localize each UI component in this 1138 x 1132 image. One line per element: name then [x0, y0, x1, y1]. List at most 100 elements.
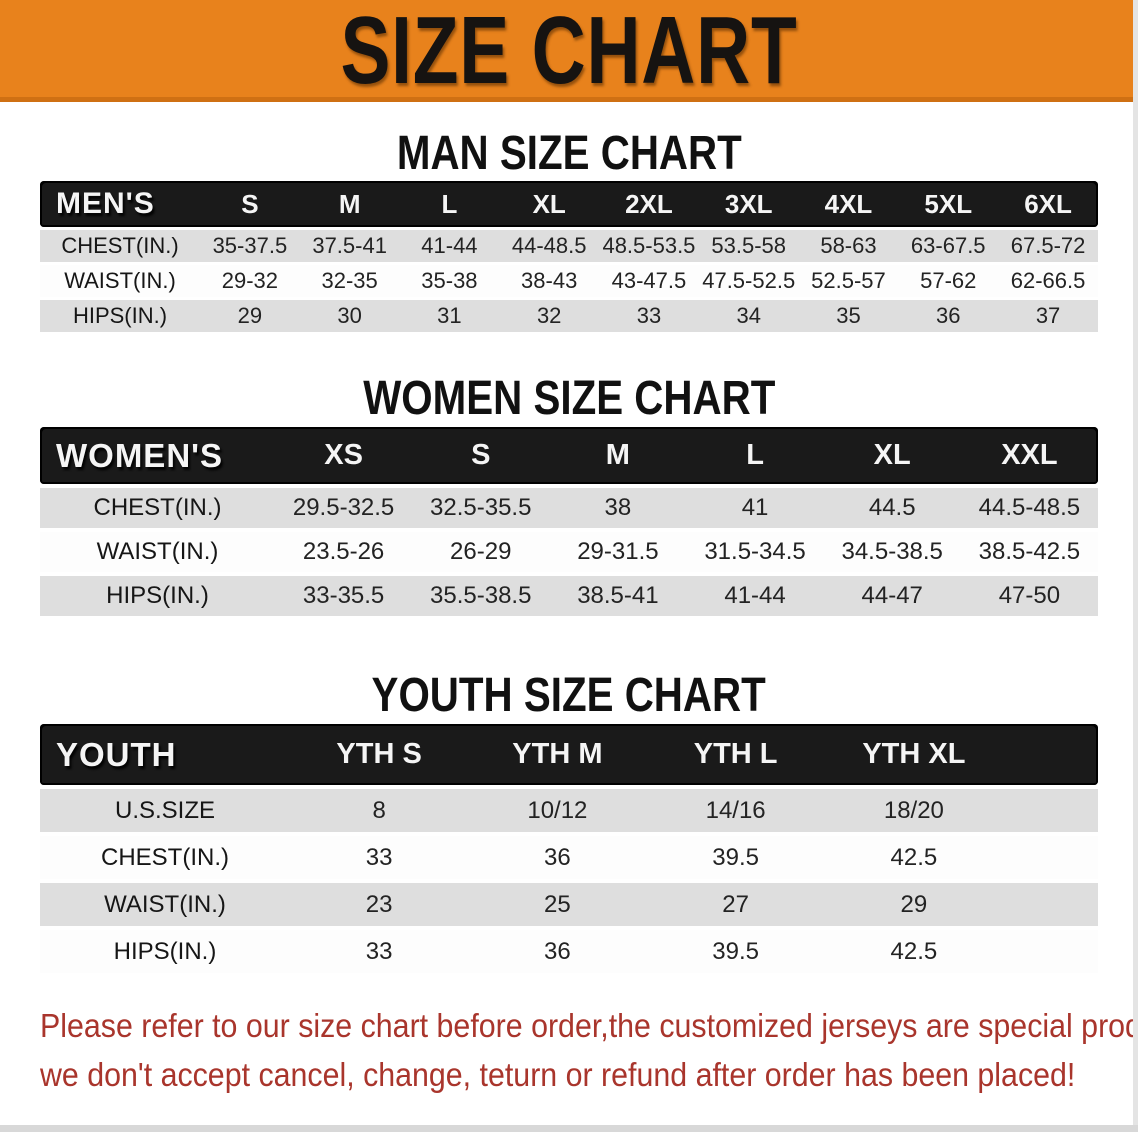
value-cell: 23 [290, 883, 469, 926]
row-label: WAIST(IN.) [40, 883, 290, 926]
value-cell: 41-44 [686, 576, 824, 616]
men-section-title-text: MAN SIZE CHART [396, 127, 742, 180]
table-row: HIPS(IN.) 29 30 31 32 33 34 35 36 37 [40, 300, 1098, 332]
group-label: MEN'S [40, 181, 200, 227]
banner: SIZE CHART [0, 0, 1138, 102]
value-cell: 38.5-42.5 [960, 532, 1098, 572]
spacer-cell [1003, 836, 1098, 879]
youth-section-title-text: YOUTH SIZE CHART [371, 669, 767, 722]
page-title: SIZE CHART [276, 3, 862, 99]
value-cell: 32-35 [299, 265, 400, 297]
value-cell: 30 [299, 300, 400, 332]
value-cell: 67.5-72 [998, 230, 1098, 262]
size-column-header: YTH XL [824, 724, 1003, 785]
value-cell: 27 [646, 883, 825, 926]
size-column-header: L [686, 427, 824, 484]
size-column-header: S [200, 181, 300, 227]
value-cell: 39.5 [646, 930, 825, 973]
size-column-header: YTH M [468, 724, 647, 785]
group-label: YOUTH [40, 724, 290, 785]
value-cell: 33 [599, 300, 699, 332]
men-size-table: MEN'S S M L XL 2XL 3XL 4XL 5XL 6XL CHEST(IN.) 35-37… [40, 178, 1098, 335]
image-edge-bottom [0, 1125, 1138, 1132]
header-row: WOMEN'S XS S M L XL XXL [40, 427, 1098, 484]
value-cell: 43-47.5 [599, 265, 699, 297]
spacer-cell [1003, 789, 1098, 832]
value-cell: 35 [798, 300, 899, 332]
value-cell: 42.5 [824, 836, 1003, 879]
value-cell: 25 [468, 883, 647, 926]
value-cell: 47-50 [960, 576, 1098, 616]
value-cell: 38-43 [499, 265, 600, 297]
size-column-header: 4XL [798, 181, 899, 227]
value-cell: 23.5-26 [275, 532, 413, 572]
men-section-title: MAN SIZE CHART [0, 130, 1138, 178]
row-label: CHEST(IN.) [40, 836, 290, 879]
spacer-cell [1003, 883, 1098, 926]
header-row: MEN'S S M L XL 2XL 3XL 4XL 5XL 6XL [40, 181, 1098, 227]
men-size-chart-section: MAN SIZE CHART MEN'S S M L XL 2XL 3XL 4XL 5XL 6XL… [0, 130, 1138, 335]
value-cell: 53.5-58 [698, 230, 799, 262]
row-label: CHEST(IN.) [40, 230, 200, 262]
size-column-header: 5XL [898, 181, 999, 227]
women-section-title: WOMEN SIZE CHART [0, 375, 1138, 423]
value-cell: 31 [399, 300, 500, 332]
value-cell: 33 [290, 836, 469, 879]
table-row: HIPS(IN.) 33-35.5 35.5-38.5 38.5-41 41-44 44-… [40, 576, 1098, 616]
value-cell: 29-32 [200, 265, 300, 297]
table-row: WAIST(IN.) 29-32 32-35 35-38 38-43 43-47.5 47.… [40, 265, 1098, 297]
size-column-header: 3XL [698, 181, 799, 227]
table-row: CHEST(IN.) 29.5-32.5 32.5-35.5 38 41 44.5 44.5… [40, 488, 1098, 528]
value-cell: 44.5-48.5 [960, 488, 1098, 528]
value-cell: 29.5-32.5 [275, 488, 413, 528]
header-row: YOUTH YTH S YTH M YTH L YTH XL [40, 724, 1098, 785]
value-cell: 41 [686, 488, 824, 528]
size-column-header: M [299, 181, 400, 227]
value-cell: 47.5-52.5 [698, 265, 799, 297]
value-cell: 35.5-38.5 [412, 576, 550, 616]
value-cell: 63-67.5 [898, 230, 999, 262]
table-row: CHEST(IN.) 35-37.5 37.5-41 41-44 44-48.5 48.5… [40, 230, 1098, 262]
table-row: CHEST(IN.) 33 36 39.5 42.5 [40, 836, 1098, 879]
value-cell: 36 [468, 930, 647, 973]
disclaimer-line-2: we don't accept cancel, change, teturn o… [40, 1050, 1114, 1099]
size-column-header: L [399, 181, 500, 227]
value-cell: 44-47 [823, 576, 961, 616]
value-cell: 32 [499, 300, 600, 332]
row-label: WAIST(IN.) [40, 532, 275, 572]
row-label: HIPS(IN.) [40, 930, 290, 973]
value-cell: 29 [200, 300, 300, 332]
value-cell: 42.5 [824, 930, 1003, 973]
value-cell: 36 [898, 300, 999, 332]
size-column-header: 6XL [998, 181, 1098, 227]
disclaimer-line-1: Please refer to our size chart before or… [40, 1001, 1138, 1050]
row-label: HIPS(IN.) [40, 300, 200, 332]
value-cell: 33-35.5 [275, 576, 413, 616]
value-cell: 44.5 [823, 488, 961, 528]
value-cell: 8 [290, 789, 469, 832]
size-column-header: M [549, 427, 687, 484]
table-row: HIPS(IN.) 33 36 39.5 42.5 [40, 930, 1098, 973]
value-cell: 52.5-57 [798, 265, 899, 297]
size-column-header: XXL [960, 427, 1098, 484]
size-column-header: XL [499, 181, 600, 227]
value-cell: 57-62 [898, 265, 999, 297]
size-column-header: 2XL [599, 181, 699, 227]
disclaimer-line-1-text: Please refer to our size chart before or… [40, 1007, 1138, 1044]
value-cell: 10/12 [468, 789, 647, 832]
value-cell: 34 [698, 300, 799, 332]
value-cell: 36 [468, 836, 647, 879]
value-cell: 58-63 [798, 230, 899, 262]
value-cell: 35-38 [399, 265, 500, 297]
spacer-cell [1003, 930, 1098, 973]
value-cell: 34.5-38.5 [823, 532, 961, 572]
row-label: HIPS(IN.) [40, 576, 275, 616]
value-cell: 26-29 [412, 532, 550, 572]
value-cell: 33 [290, 930, 469, 973]
row-label: WAIST(IN.) [40, 265, 200, 297]
value-cell: 38 [549, 488, 687, 528]
value-cell: 31.5-34.5 [686, 532, 824, 572]
row-label: CHEST(IN.) [40, 488, 275, 528]
youth-section-title: YOUTH SIZE CHART [0, 672, 1138, 720]
